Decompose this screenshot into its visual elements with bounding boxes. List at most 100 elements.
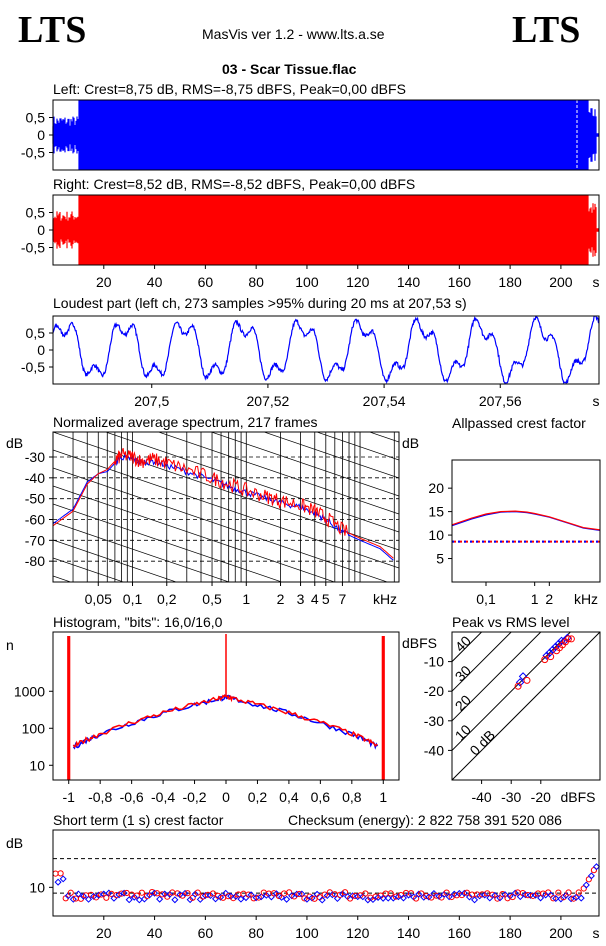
crest-diagonal: [452, 632, 600, 780]
crest-point-left: [582, 881, 590, 889]
peak-rms-point-right: [514, 682, 522, 690]
peak-rms-point-left: [554, 639, 563, 649]
crest-point-left: [196, 895, 204, 903]
crest-point-right: [275, 892, 283, 900]
x-tick-label: 1: [242, 591, 250, 607]
crest-point-left: [313, 890, 321, 898]
crest-trace-left: [451, 510, 601, 531]
peak-rms-point-right: [523, 676, 531, 684]
logo-left: LTS: [18, 9, 87, 51]
x-tick-label: 0,05: [85, 591, 112, 607]
y-tick-label: -0,5: [21, 359, 45, 375]
y-tick-label: 0: [37, 127, 45, 143]
y-tick-label: -0,5: [21, 145, 45, 161]
crest-point-left: [374, 893, 382, 901]
y-tick-label: 0,5: [26, 205, 46, 221]
crest-point-right: [413, 895, 420, 902]
crest-point-left: [59, 875, 67, 883]
crest-point-left: [272, 890, 281, 898]
x-tick-label: 207,54: [363, 393, 406, 409]
peak-rms-point-left: [515, 678, 525, 687]
crest-point-right: [143, 892, 151, 900]
crest-point-right: [245, 891, 252, 898]
crest-point-left: [592, 863, 600, 871]
crest-point-left: [440, 890, 448, 898]
crest-point-right: [575, 889, 582, 896]
x-tick-label: -0,8: [88, 789, 112, 805]
crest-point-left: [171, 896, 179, 904]
y-tick-label: 0,5: [26, 110, 46, 126]
panel-title-histogram: Histogram, "bits": 16,0/16,0: [53, 614, 223, 630]
crest-point-left: [110, 894, 118, 902]
spectrum-grid: [53, 432, 399, 802]
crest-point-right: [133, 892, 140, 899]
crest-point-left: [491, 891, 499, 899]
crest-point-left: [542, 891, 550, 899]
grid-slope: [104, 432, 399, 533]
crest-point-left: [252, 894, 260, 902]
waveform-trace: [52, 100, 599, 170]
crest-point-left: [186, 896, 194, 904]
crest-trace-right: [451, 510, 601, 531]
x-unit-label: dBFS: [560, 789, 595, 805]
x-tick-label: 0,6: [311, 789, 331, 805]
crest-point-left: [135, 896, 143, 904]
crest-point-right: [98, 891, 105, 898]
file-title: 03 - Scar Tissue.flac: [222, 61, 357, 77]
x-tick-label: 120: [346, 925, 370, 941]
grid-slope: [315, 432, 399, 461]
y-axis-label: n: [6, 637, 14, 653]
x-unit-label: s: [593, 925, 600, 941]
right_waveform-plot: [52, 195, 599, 265]
panel-title-right_waveform: Right: Crest=8,52 dB, RMS=-8,52 dBFS, Pe…: [53, 176, 415, 192]
crest-diagonal: [452, 632, 483, 662]
crest-point-left: [399, 894, 407, 902]
crest-point-right: [194, 889, 201, 896]
crest-point-right: [509, 893, 516, 901]
crest-point-left: [430, 890, 438, 898]
histogram-edge-spike: [381, 636, 385, 780]
crest-point-right: [341, 889, 349, 896]
crest-point-left: [577, 894, 585, 902]
x-tick-label: 140: [397, 274, 421, 290]
diagonal-label: 20: [452, 692, 474, 714]
crest-point-left: [191, 890, 199, 898]
crest-point-left: [481, 891, 489, 899]
grid-slope: [53, 684, 399, 802]
grid-slope: [157, 432, 399, 515]
crest-point-left: [227, 892, 235, 900]
y-axis-label: dB: [6, 435, 23, 451]
x-tick-label: 160: [448, 925, 472, 941]
x-tick-label: 207,5: [134, 393, 169, 409]
crest-point-left: [486, 894, 494, 902]
x-tick-label: 5: [322, 591, 330, 607]
x-unit-label: s: [593, 393, 600, 409]
crest-point-left: [338, 890, 347, 898]
y-tick-label: 10: [29, 757, 45, 773]
panel-title-spectrum: Normalized average spectrum, 217 frames: [53, 414, 318, 430]
grid-slope: [53, 485, 336, 582]
x-tick-label: 0,2: [248, 789, 268, 805]
crest-point-right: [306, 893, 313, 900]
x-tick-label: 7: [339, 591, 347, 607]
peak-rms-point-left: [548, 645, 557, 655]
grid-slope: [53, 467, 389, 582]
peak-rms-point-right: [547, 653, 555, 661]
crest-point-right: [443, 889, 450, 896]
y-tick-label: 0: [37, 342, 45, 358]
crest-point-left: [298, 890, 306, 898]
y-tick-label: -60: [25, 512, 45, 528]
peak-rms-point-left: [542, 651, 551, 660]
crest-point-left: [369, 895, 377, 903]
y-axis-label: dBFS: [402, 635, 437, 651]
crest-diagonal: [452, 632, 512, 692]
x-tick-label: 120: [346, 274, 370, 290]
y-tick-label: 10: [29, 879, 45, 895]
crest-point-left: [161, 890, 169, 898]
crest-point-right: [463, 889, 471, 896]
diagonal-label: 10: [452, 721, 474, 743]
grid-slope: [53, 557, 125, 582]
x-tick-label: -40: [471, 789, 491, 805]
spectrum-trace-right: [53, 447, 394, 559]
y-tick-label: 10: [428, 527, 444, 543]
